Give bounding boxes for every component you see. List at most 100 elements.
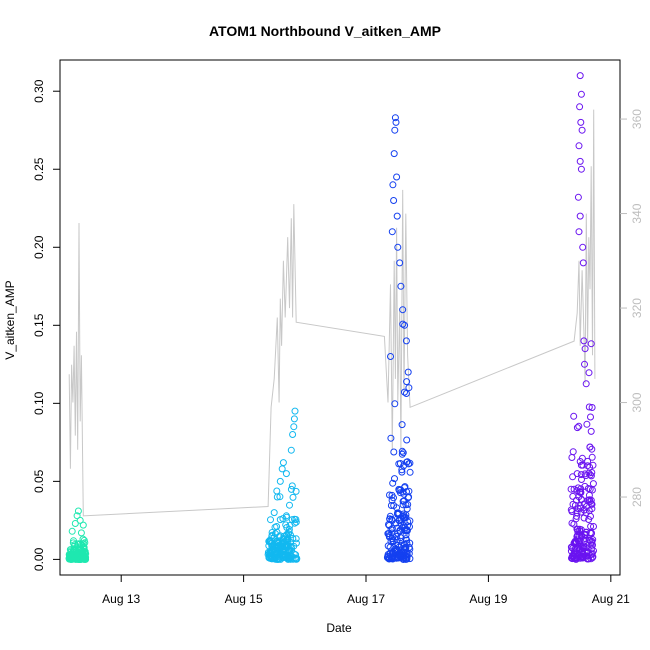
data-point — [576, 157, 584, 165]
data-point — [276, 532, 284, 540]
data-point — [390, 448, 398, 456]
data-point — [403, 378, 411, 386]
data-point — [588, 554, 596, 562]
data-point — [399, 449, 407, 457]
data-point — [291, 407, 299, 415]
data-point — [401, 388, 408, 396]
data-point — [273, 493, 281, 501]
data-point — [394, 510, 402, 518]
data-point — [401, 524, 409, 532]
data-point — [388, 496, 396, 504]
data-point — [588, 539, 596, 547]
data-point — [273, 487, 281, 495]
data-point — [276, 477, 284, 485]
y-tick-label: 0.25 — [32, 157, 46, 181]
data-point — [590, 547, 597, 555]
data-point — [398, 552, 406, 560]
y2-tick-label: 320 — [630, 298, 644, 318]
data-point — [389, 537, 397, 545]
data-point — [387, 434, 395, 442]
data-point — [388, 549, 396, 557]
data-point — [268, 531, 276, 539]
x-tick-label: Aug 15 — [225, 592, 263, 606]
data-point — [587, 340, 595, 348]
data-point — [270, 509, 278, 517]
data-point — [72, 546, 80, 554]
data-point — [568, 519, 576, 527]
data-point — [76, 516, 84, 524]
data-point — [70, 542, 78, 550]
data-point — [71, 520, 79, 527]
data-point — [271, 523, 279, 531]
y-tick-label: 0.05 — [32, 469, 46, 493]
data-point — [588, 445, 596, 453]
data-point — [79, 521, 87, 529]
data-point — [577, 118, 585, 126]
data-point — [403, 488, 410, 496]
data-point — [587, 522, 595, 530]
x-tick-label: Aug 17 — [347, 592, 385, 606]
data-point — [401, 484, 408, 492]
data-point — [390, 197, 398, 204]
data-point — [582, 528, 590, 536]
data-point — [398, 447, 406, 455]
data-point — [399, 501, 407, 509]
data-point — [568, 508, 576, 515]
data-point — [575, 142, 583, 150]
data-point — [576, 212, 584, 220]
data-point — [579, 243, 587, 251]
data-point — [400, 522, 408, 530]
data-point — [286, 501, 293, 509]
data-point — [573, 512, 581, 520]
data-point — [267, 555, 275, 563]
data-point — [278, 465, 286, 473]
data-point — [402, 337, 410, 345]
data-point — [282, 552, 290, 560]
x-tick-label: Aug 21 — [592, 592, 630, 606]
data-point — [77, 529, 85, 537]
data-point — [68, 527, 76, 535]
data-point — [267, 538, 275, 546]
data-point — [569, 492, 577, 500]
data-point — [587, 427, 595, 435]
data-point — [288, 516, 296, 524]
data-point — [398, 421, 406, 429]
data-point — [402, 535, 410, 543]
data-point — [400, 548, 408, 556]
chart-title: ATOM1 Northbound V_aitken_AMP — [209, 23, 441, 39]
data-point — [392, 118, 400, 126]
data-point — [387, 502, 395, 509]
y2-tick-label: 360 — [630, 109, 644, 129]
data-point — [268, 529, 276, 536]
data-point — [406, 468, 414, 476]
data-point — [401, 321, 409, 329]
data-point — [569, 500, 577, 508]
data-point — [276, 516, 284, 524]
data-point — [406, 555, 414, 563]
data-point — [393, 212, 401, 220]
data-point — [282, 470, 290, 478]
data-point — [397, 282, 405, 290]
secondary-line-group — [68, 109, 596, 517]
data-point — [292, 539, 300, 547]
data-point — [573, 544, 581, 552]
data-point — [286, 542, 294, 550]
data-point — [576, 525, 584, 533]
x-axis: Aug 13 Aug 15 Aug 17 Aug 19 Aug 21 — [102, 574, 630, 606]
y-tick-label: 0.20 — [32, 235, 46, 259]
data-point — [391, 114, 399, 122]
data-point — [402, 390, 410, 397]
data-point — [569, 448, 577, 456]
data-point — [267, 516, 274, 524]
data-point — [403, 555, 411, 563]
data-point — [69, 539, 77, 547]
y-tick-label: 0.10 — [32, 391, 46, 415]
data-point — [573, 496, 580, 504]
data-point — [578, 495, 585, 503]
series-2 — [264, 407, 301, 563]
data-point — [570, 485, 578, 493]
data-point — [396, 259, 404, 267]
data-point — [574, 525, 582, 533]
